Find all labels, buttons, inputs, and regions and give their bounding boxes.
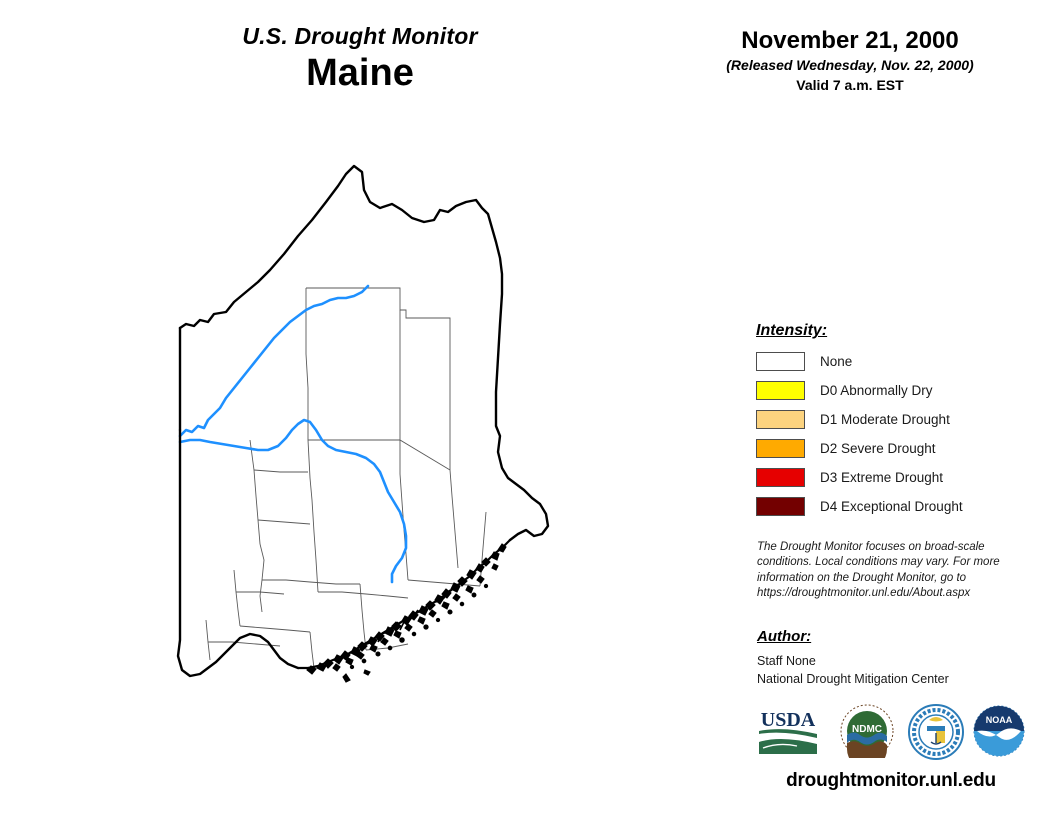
state-title: Maine [306, 52, 414, 95]
usda-logo[interactable]: USDA [757, 704, 819, 761]
legend-label-d4: D4 Exceptional Drought [820, 498, 963, 514]
legend-item-d2[interactable]: D2 Severe Drought [756, 436, 1024, 460]
noaa-logo[interactable]: NOAA [971, 704, 1027, 763]
legend-item-d4[interactable]: D4 Exceptional Drought [756, 494, 1024, 518]
author-name: Staff None [757, 654, 816, 668]
ndmc-logo-text: NDMC [852, 724, 882, 735]
legend-item-d3[interactable]: D3 Extreme Drought [756, 465, 1024, 489]
river-lines [178, 284, 408, 584]
legend-swatch-d3 [756, 467, 805, 487]
drought-map [150, 140, 620, 800]
disclaimer-text: The Drought Monitor focuses on broad-sca… [757, 541, 1000, 599]
legend-swatch-d4 [756, 496, 805, 516]
page-title: U.S. Drought Monitor [242, 23, 478, 49]
doc-seal-logo[interactable] [907, 704, 965, 765]
site-url[interactable]: droughtmonitor.unl.edu [786, 770, 996, 791]
date-block: November 21, 2000 (Released Wednesday, N… [690, 27, 1010, 93]
author-block: Author: Staff None National Drought Miti… [757, 628, 1019, 689]
intensity-legend: Intensity: None D0 Abnormally Dry D1 Mod… [756, 322, 1024, 523]
legend-title: Intensity: [756, 322, 828, 339]
ndmc-logo[interactable]: NDMC [839, 704, 895, 769]
legend-swatch-d2 [756, 438, 805, 458]
legend-swatch-none [756, 351, 805, 371]
legend-item-d1[interactable]: D1 Moderate Drought [756, 407, 1024, 431]
usda-logo-text: USDA [761, 709, 816, 731]
logo-row: USDA NDMC [757, 704, 1027, 769]
legend-item-d0[interactable]: D0 Abnormally Dry [756, 378, 1024, 402]
legend-label-d0: D0 Abnormally Dry [820, 382, 933, 398]
author-organization: National Drought Mitigation Center [757, 671, 949, 686]
legend-label-d2: D2 Severe Drought [820, 440, 936, 456]
valid-date: November 21, 2000 [741, 27, 959, 54]
valid-time: Valid 7 a.m. EST [796, 76, 904, 93]
title-block: U.S. Drought Monitor Maine [150, 24, 570, 96]
coastline [298, 539, 511, 683]
legend-label-none: None [820, 353, 853, 369]
state-fill [178, 166, 548, 676]
legend-label-d1: D1 Moderate Drought [820, 411, 950, 427]
legend-swatch-d0 [756, 380, 805, 400]
legend-item-none[interactable]: None [756, 349, 1024, 373]
author-title: Author: [757, 628, 812, 645]
release-date: (Released Wednesday, Nov. 22, 2000) [726, 57, 974, 74]
noaa-logo-text: NOAA [986, 715, 1013, 725]
legend-label-d3: D3 Extreme Drought [820, 469, 944, 485]
state-outline [176, 164, 550, 678]
legend-swatch-d1 [756, 409, 805, 429]
